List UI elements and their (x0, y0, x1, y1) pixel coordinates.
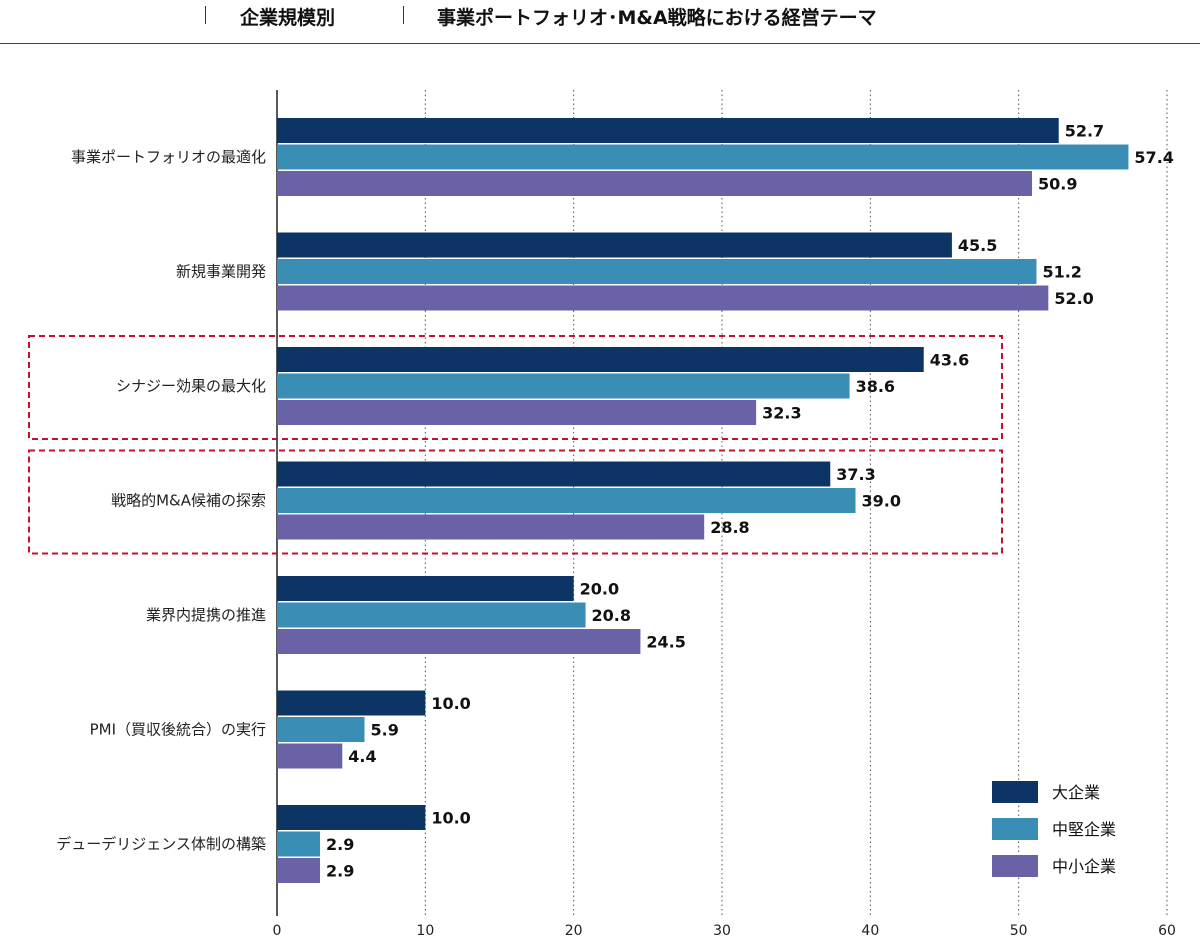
data-label: 2.9 (326, 862, 354, 881)
x-tick-label: 0 (273, 923, 282, 939)
data-label: 52.7 (1065, 122, 1104, 141)
data-label: 37.3 (836, 465, 875, 484)
category-label: PMI（買収後統合）の実行 (90, 721, 266, 739)
bar (277, 690, 426, 716)
data-label: 57.4 (1134, 148, 1173, 167)
data-label: 38.6 (856, 377, 895, 396)
legend-label: 中小企業 (1052, 857, 1116, 876)
bar (277, 488, 856, 513)
data-label: 5.9 (371, 721, 399, 740)
bar (277, 743, 343, 769)
bar (277, 232, 952, 258)
legend-label: 中堅企業 (1052, 820, 1116, 839)
legend-swatch (992, 781, 1038, 803)
highlight-box (28, 449, 1003, 555)
data-label: 10.0 (431, 694, 470, 713)
bar (277, 400, 757, 425)
header-rule (0, 43, 1200, 44)
header-separator (205, 6, 206, 24)
data-label: 4.4 (348, 747, 376, 766)
header-category: 企業規模別 (240, 7, 336, 29)
data-label: 50.9 (1038, 175, 1077, 194)
category-label: 事業ポートフォリオの最適化 (71, 148, 266, 166)
bar (277, 373, 850, 399)
chart-header: 企業規模別 事業ポートフォリオ･M&A戦略における経営テーマ (0, 0, 1200, 45)
x-tick-label: 60 (1158, 923, 1176, 939)
data-label: 2.9 (326, 835, 354, 854)
header-separator (403, 6, 404, 24)
bar (277, 858, 321, 883)
bar (277, 259, 1037, 284)
legend-swatch (992, 818, 1038, 840)
legend-label: 大企業 (1052, 783, 1100, 802)
bar (277, 347, 924, 372)
data-label: 39.0 (862, 492, 901, 511)
bar (277, 171, 1033, 196)
bar (277, 144, 1129, 170)
data-label: 20.0 (580, 580, 619, 599)
data-label: 28.8 (710, 518, 749, 537)
data-label: 51.2 (1042, 263, 1081, 282)
data-label: 52.0 (1054, 289, 1093, 308)
bar (277, 629, 641, 654)
category-label: デューデリジェンス体制の構築 (56, 835, 266, 853)
data-label: 20.8 (592, 606, 631, 625)
chart-title: 事業ポートフォリオ･M&A戦略における経営テーマ (437, 7, 877, 29)
bar (277, 514, 705, 540)
bar (277, 831, 321, 857)
highlight-box (28, 335, 1003, 440)
bar (277, 285, 1049, 311)
data-label: 32.3 (762, 404, 801, 423)
x-tick-label: 20 (565, 923, 583, 939)
category-label: シナジー効果の最大化 (116, 377, 266, 395)
bar (277, 118, 1059, 143)
data-label: 10.0 (431, 809, 470, 828)
legend-swatch (992, 855, 1038, 877)
data-label: 24.5 (646, 633, 685, 652)
x-tick-label: 50 (1010, 923, 1028, 939)
category-label: 戦略的M&A候補の探索 (111, 492, 266, 510)
x-tick-label: 40 (861, 923, 879, 939)
bar (277, 717, 365, 742)
x-tick-label: 10 (416, 923, 434, 939)
bar (277, 576, 574, 601)
bar (277, 805, 426, 830)
bar (277, 602, 586, 628)
category-label: 業界内提携の推進 (146, 606, 266, 624)
x-tick-label: 30 (713, 923, 731, 939)
category-label: 新規事業開発 (176, 263, 266, 281)
bar (277, 461, 831, 487)
data-label: 45.5 (958, 236, 997, 255)
data-label: 43.6 (930, 351, 969, 370)
